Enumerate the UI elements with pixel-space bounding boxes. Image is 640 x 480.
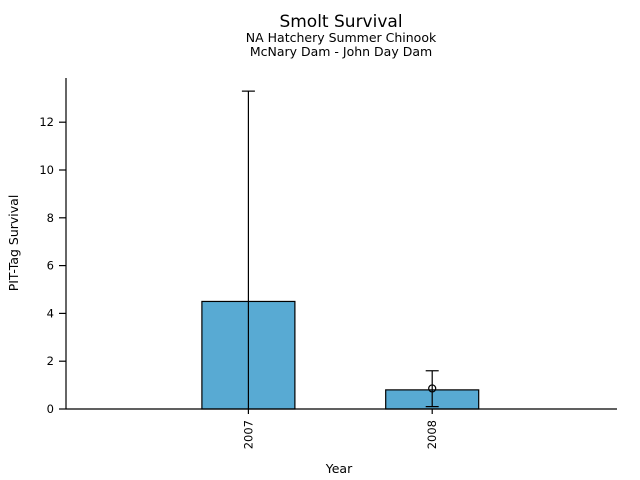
bars-layer [201,300,480,410]
x-tick-label-2007: 2007 [241,420,255,449]
x-tick-label-2008: 2008 [425,420,439,449]
y-tick-label-4: 4 [47,306,54,320]
error-bars-layer [241,90,439,409]
axes-layer [65,78,617,410]
x-axis-label: Year [325,461,353,476]
chart-subtitle-line1: NA Hatchery Summer Chinook [246,30,437,45]
chart-subtitle-line2: McNary Dam - John Day Dam [250,44,432,59]
y-tick-label-10: 10 [39,163,54,177]
point-marker-2008 [428,384,437,393]
y-tick-label-0: 0 [47,402,54,416]
y-tick-label-6: 6 [47,259,54,273]
y-tick-label-2: 2 [47,354,54,368]
y-axis-label: PIT-Tag Survival [6,195,21,292]
chart-title: Smolt Survival [279,12,402,32]
ticks-layer: 0 2 4 6 8 10 12 2007 2008 [39,115,439,449]
y-tick-label-8: 8 [47,211,54,225]
y-tick-label-12: 12 [39,115,54,129]
